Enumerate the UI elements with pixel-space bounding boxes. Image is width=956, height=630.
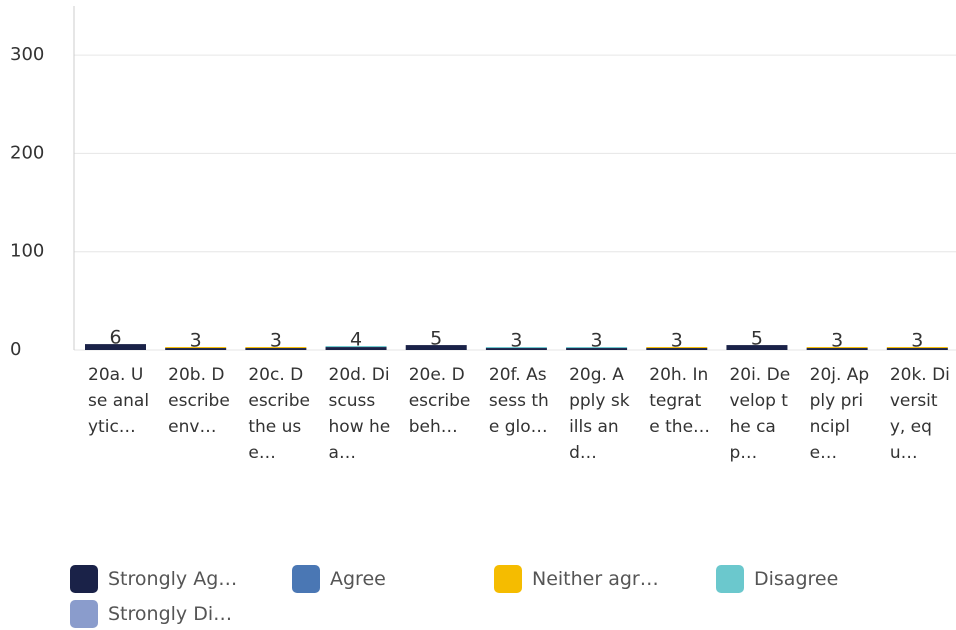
bar-segment [325, 346, 387, 348]
legend-swatch [494, 565, 522, 593]
total-label: 3 [591, 330, 603, 352]
legend-label: Agree [330, 568, 386, 590]
total-label: 3 [190, 330, 202, 352]
bar-segment [806, 347, 868, 349]
y-tick-label: 100 [10, 241, 44, 262]
bar-segment [405, 345, 467, 350]
legend-swatch [70, 565, 98, 593]
legend-swatch [70, 600, 98, 628]
legend-swatch [716, 565, 744, 593]
x-tick-label: 20i. Develop the cap… [729, 365, 791, 463]
total-label: 3 [510, 330, 522, 352]
bar-segment [646, 347, 708, 349]
total-label: 3 [270, 330, 282, 352]
total-label: 5 [751, 328, 763, 350]
legend-swatch [292, 565, 320, 593]
bar-segment [566, 347, 628, 349]
legend-item: Agree [292, 565, 386, 593]
bar-segment [485, 348, 547, 350]
total-label: 5 [430, 328, 442, 350]
total-label: 4 [350, 329, 362, 351]
total-label: 3 [911, 330, 923, 352]
x-tick-label: 20c. Describe the use… [248, 365, 310, 463]
bar-segment [646, 348, 708, 350]
bar-segment [726, 345, 788, 350]
x-tick-label: 20j. Apply principle… [809, 365, 870, 463]
y-tick-label: 300 [10, 44, 44, 65]
bar-segment [886, 348, 948, 350]
bar-segment [245, 348, 307, 350]
legend-item: Neither agr… [494, 565, 659, 593]
x-tick-label: 20k. Diversity, equ… [889, 365, 950, 463]
total-label: 3 [671, 330, 683, 352]
legend-item: Disagree [716, 565, 838, 593]
x-tick-label: 20g. Apply skills and… [569, 365, 630, 463]
bar-segment [85, 344, 146, 350]
x-tick-label: 20a. Use analytic… [88, 365, 150, 437]
bar-segment [325, 347, 387, 350]
bar-segment [566, 348, 628, 350]
x-tick-label: 20b. Describe env… [168, 365, 230, 437]
y-tick-label: 0 [10, 339, 21, 360]
x-tick-label: 20d. Discuss how hea… [328, 365, 391, 463]
total-label: 6 [109, 327, 121, 349]
legend-item: Strongly Di… [70, 600, 232, 628]
x-tick-label: 20e. Describe beh… [408, 365, 471, 437]
bar-segment [165, 348, 227, 350]
legend-label: Disagree [754, 568, 839, 590]
legend-label: Strongly Di… [108, 603, 233, 625]
x-tick-label: 20h. Integrate the… [649, 365, 711, 437]
bar-segment [485, 347, 547, 349]
legend-label: Neither agr… [532, 568, 659, 590]
total-label: 3 [831, 330, 843, 352]
bar-segment [806, 348, 868, 350]
legend-item: Strongly Ag… [70, 565, 237, 593]
legend-label: Strongly Ag… [108, 568, 238, 590]
y-tick-label: 200 [10, 142, 44, 163]
bar-segment [886, 347, 948, 349]
bar-segment [165, 347, 227, 349]
bar-segment [245, 347, 307, 349]
x-tick-label: 20f. Assess the glo… [488, 365, 549, 437]
